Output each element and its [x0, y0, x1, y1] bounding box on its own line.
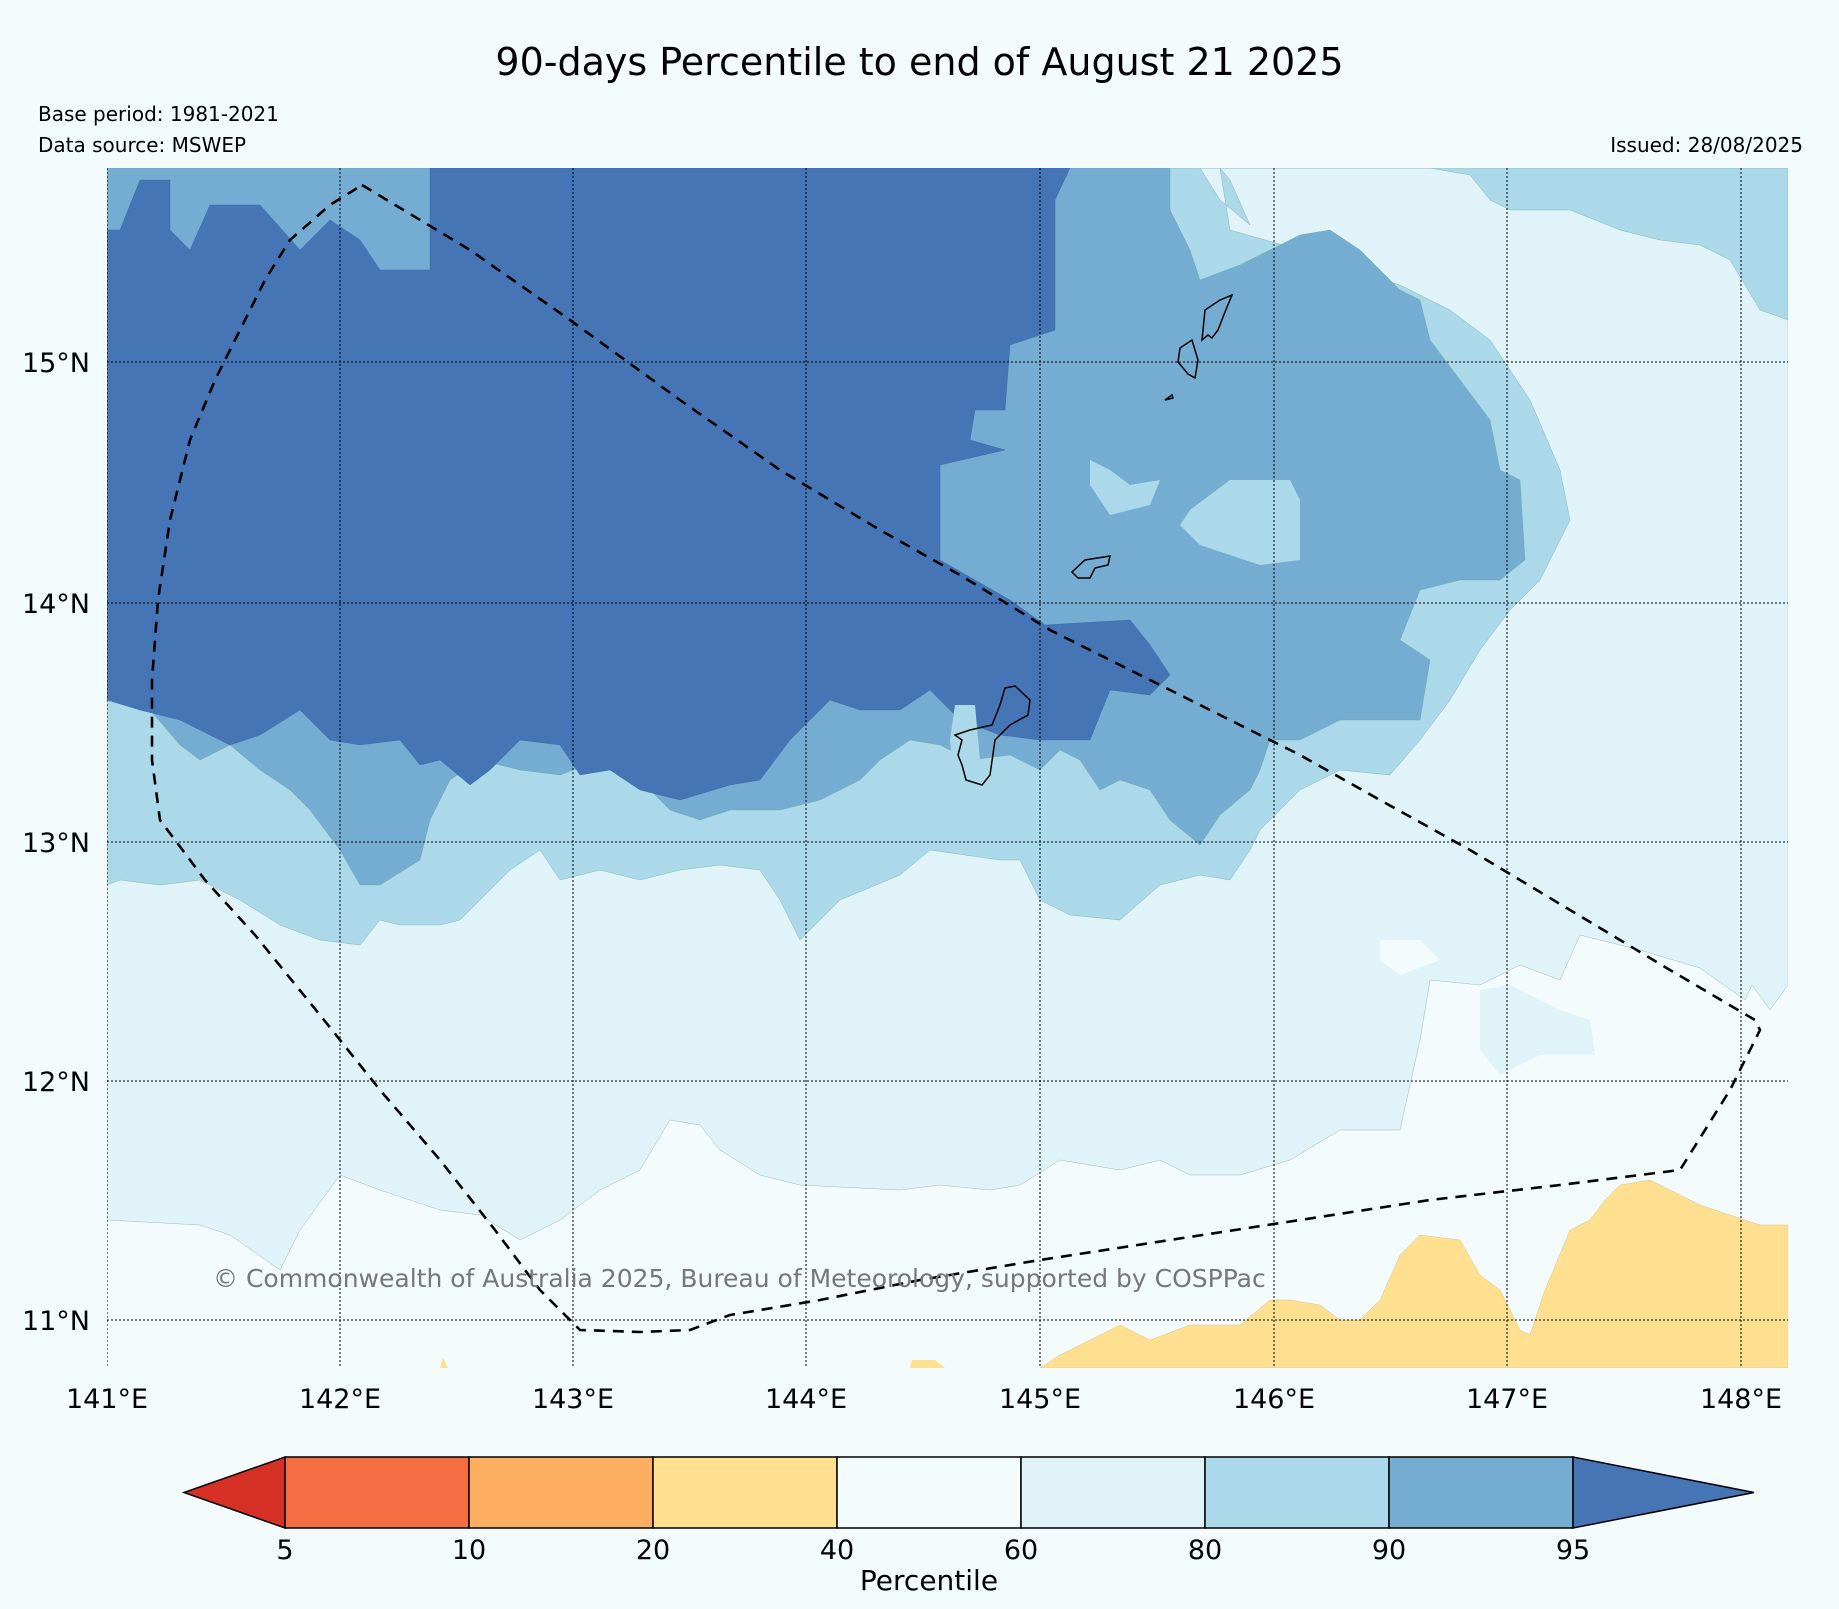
band-80-90-pocket: [950, 705, 980, 795]
lon-label: 142°E: [299, 1384, 381, 1415]
lon-label: 146°E: [1233, 1384, 1315, 1415]
colorbar-extend-low: [181, 1455, 286, 1530]
colorbar-segment: [468, 1456, 654, 1529]
band-20-40-pocket: [440, 1358, 448, 1368]
colorbar-segment: [1204, 1456, 1390, 1529]
lon-label: 148°E: [1700, 1384, 1782, 1415]
lon-label: 141°E: [66, 1384, 148, 1415]
lon-label: 145°E: [999, 1384, 1081, 1415]
band-80-90-pocket: [1180, 480, 1300, 565]
island-guam: [953, 685, 1031, 786]
map-title: 90-days Percentile to end of August 21 2…: [495, 40, 1344, 84]
colorbar-tick-label: 20: [636, 1535, 670, 1566]
lat-label: 13°N: [22, 828, 90, 859]
island-aguijan: [1164, 393, 1174, 401]
graticule: [107, 168, 1788, 1368]
lon-label: 147°E: [1466, 1384, 1548, 1415]
colorbar-label: Percentile: [860, 1564, 998, 1597]
colorbar-tick-label: 40: [820, 1535, 854, 1566]
band-40-60-pocket: [1380, 940, 1440, 975]
eez-boundary: [150, 183, 1762, 1334]
band-20-40: [1039, 1179, 1788, 1368]
colorbar-segment: [284, 1456, 470, 1529]
band-20-40-pocket: [910, 1360, 945, 1368]
lat-label: 12°N: [22, 1067, 90, 1098]
copyright-notice: © Commonwealth of Australia 2025, Bureau…: [213, 1264, 1266, 1293]
colorbar-segment: [652, 1456, 838, 1529]
base-period: Base period: 1981-2021: [38, 102, 279, 126]
map-plot-area: [107, 168, 1788, 1368]
colorbar-tick-label: 10: [452, 1535, 486, 1566]
lat-label: 14°N: [22, 589, 90, 620]
lon-label: 144°E: [765, 1384, 847, 1415]
data-source: Data source: MSWEP: [38, 133, 247, 157]
band-60-80-pocket: [1480, 985, 1595, 1075]
colorbar-segment: [1388, 1456, 1574, 1529]
island-tinian: [1177, 338, 1199, 380]
colorbar-tick-label: 60: [1004, 1535, 1038, 1566]
colorbar: 5 10 20 40 60 80 90 95: [181, 1455, 1755, 1566]
band-above-95: [107, 168, 1171, 801]
colorbar-tick-label: 80: [1188, 1535, 1222, 1566]
lat-label: 11°N: [22, 1306, 90, 1337]
colorbar-tick-label: 5: [276, 1535, 293, 1566]
lat-label: 15°N: [22, 348, 90, 379]
colorbar-segment: [1020, 1456, 1206, 1529]
band-80-90-pocket: [1090, 460, 1160, 515]
lon-label: 143°E: [532, 1384, 614, 1415]
island-rota: [1070, 555, 1111, 579]
colorbar-extend-high: [1572, 1456, 1755, 1529]
island-saipan: [1201, 293, 1234, 342]
colorbar-tick-label: 90: [1372, 1535, 1406, 1566]
colorbar-tick-label: 95: [1556, 1535, 1590, 1566]
colorbar-segment: [836, 1456, 1022, 1529]
issued-date: Issued: 28/08/2025: [1610, 133, 1803, 157]
